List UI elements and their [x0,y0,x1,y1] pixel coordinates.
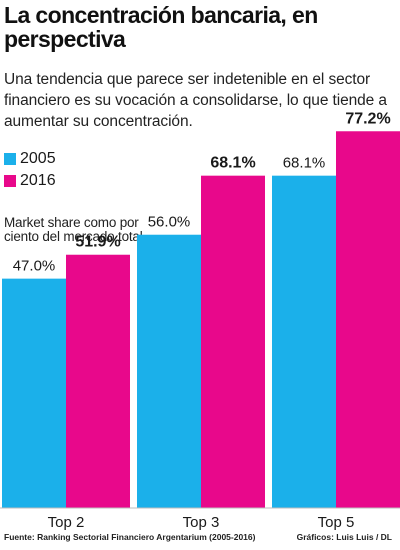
legend-item-2005: 2005 [4,148,56,170]
credit-note: Gráficos: Luis Luis / DL [296,532,392,542]
legend-item-2016: 2016 [4,170,56,192]
bar-2016-top-5 [336,131,400,508]
source-note: Fuente: Ranking Sectorial Financiero Arg… [4,532,255,542]
data-label-2005-top-5: 68.1% [283,155,326,172]
bar-2016-top-2 [66,254,130,508]
category-label-top-3: Top 3 [183,514,220,531]
source-label: Fuente: [4,532,35,542]
chart-subtitle: Una tendencia que parece ser indetenible… [4,71,387,130]
data-label-2016-top-3: 68.1% [210,155,255,172]
bar-2005-top-5 [272,175,336,508]
category-label-top-5: Top 5 [318,514,355,531]
source-text: Ranking Sectorial Financiero Argentarium… [37,532,256,542]
bar-2005-top-2 [2,278,66,508]
category-label-top-2: Top 2 [48,514,85,531]
data-label-2005-top-2: 47.0% [13,258,56,275]
legend-label-2005: 2005 [20,150,56,167]
legend-label-2016: 2016 [20,172,56,189]
bar-2016-top-3 [201,175,265,508]
data-label-2016-top-5: 77.2% [345,110,390,127]
y-axis-note: Market share como por ciento del mercado… [4,215,143,244]
legend: 2005 2016 [4,148,56,192]
bar-2005-top-3 [137,234,201,508]
data-label-2016-top-2: 51.9% [75,234,120,251]
legend-swatch-2005 [4,153,16,165]
legend-swatch-2016 [4,175,16,187]
chart-title: La concentración bancaria, en perspectiv… [4,2,318,52]
data-label-2005-top-3: 56.0% [148,214,191,231]
